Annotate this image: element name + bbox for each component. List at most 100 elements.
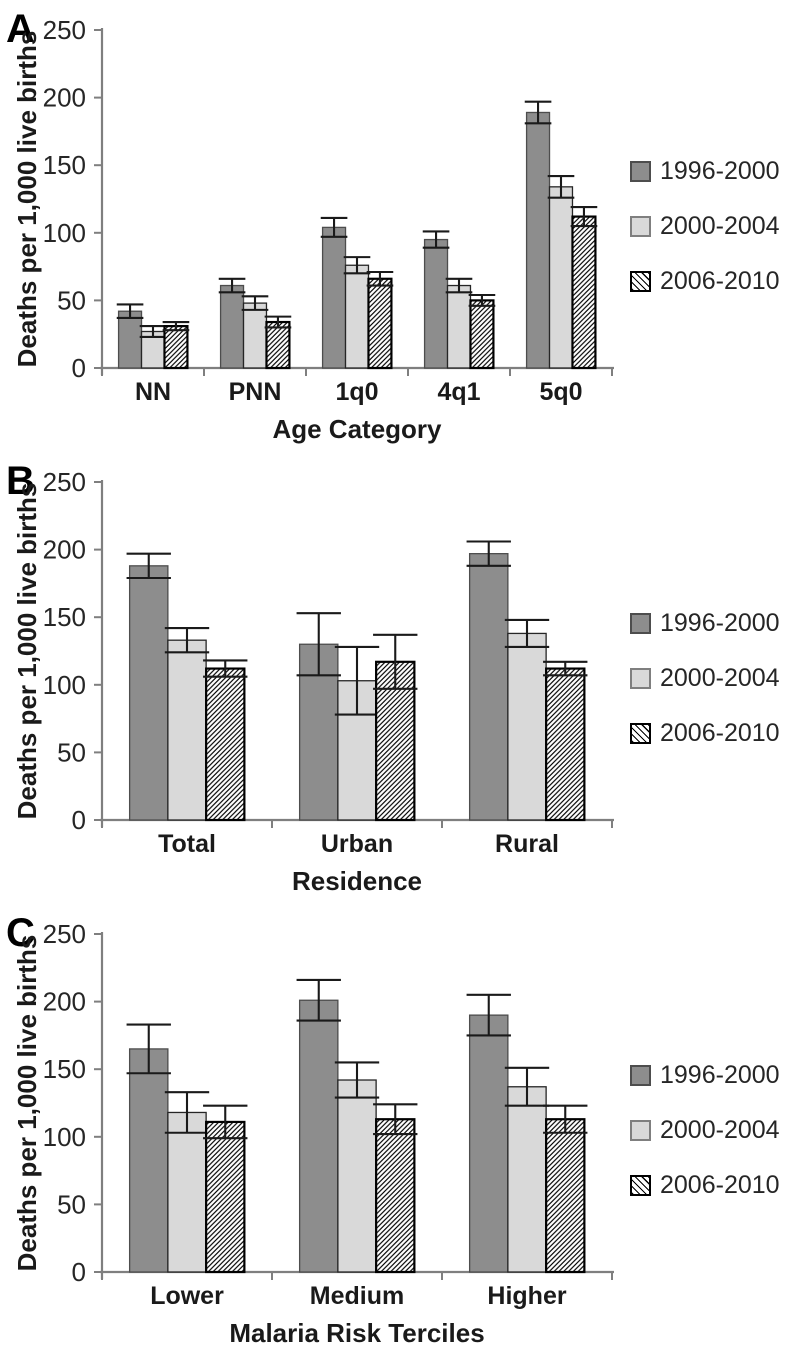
legend-swatch-2000-2004 (630, 215, 651, 237)
error-bar-2000-2004-Rural (504, 618, 550, 648)
error-bar-2006-2010-Lower (203, 1104, 248, 1140)
legend-label-2000-2004: 2000-2004 (660, 663, 780, 692)
bar-2000-2004-PNN (242, 302, 268, 369)
category-label-urban: Urban (321, 830, 393, 858)
legend-label-2006-2010: 2006-2010 (660, 718, 780, 747)
legend-swatch-1996-2000 (630, 612, 651, 634)
error-bar-2000-2004-Higher (504, 1066, 550, 1107)
legend-swatch-2006-2010 (630, 1174, 651, 1196)
y-tick-label-250: 250 (43, 919, 86, 949)
y-tick-label-250: 250 (43, 467, 86, 497)
error-bar-2000-2004-1q0 (343, 256, 371, 275)
legend-item: 2006-2010 (630, 1171, 787, 1200)
bar-2000-2004-Lower (167, 1111, 207, 1273)
error-bar-2006-2010-NN (162, 320, 190, 332)
bar-2006-2010-1q0 (367, 277, 393, 370)
legend-swatch-2000-2004 (630, 667, 651, 689)
y-tick-label-0: 0 (72, 805, 86, 835)
error-bar-1996-2000-1q0 (320, 216, 348, 238)
legend-swatch-1996-2000 (630, 1064, 651, 1086)
category-label-nn: NN (135, 378, 171, 406)
error-bar-2000-2004-Medium (334, 1061, 380, 1099)
error-bar-1996-2000-Lower (126, 1023, 171, 1075)
error-bar-1996-2000-Higher (466, 993, 511, 1037)
error-bar-1996-2000-PNN (218, 277, 246, 294)
error-bar-2000-2004-PNN (241, 295, 269, 311)
legend-label-1996-2000: 1996-2000 (660, 1060, 780, 1089)
panel-letter-c: C (6, 911, 35, 955)
error-bar-1996-2000-4q1 (422, 230, 450, 249)
legend-label-2006-2010: 2006-2010 (660, 266, 780, 295)
error-bar-2006-2010-4q1 (468, 293, 496, 307)
y-axis-title: Deaths per 1,000 live births (12, 31, 42, 368)
y-tick-label-0: 0 (72, 353, 86, 383)
category-label-higher: Higher (487, 1282, 566, 1310)
legend-label-2000-2004: 2000-2004 (660, 1115, 780, 1144)
bar-1996-2000-Rural (468, 553, 509, 821)
error-bar-2006-2010-Medium (373, 1103, 418, 1136)
error-bar-1996-2000-5q0 (524, 100, 552, 125)
legend-item: 2000-2004 (630, 664, 787, 693)
y-tick-label-150: 150 (43, 150, 86, 180)
bar-2000-2004-Higher (507, 1086, 547, 1273)
legend-item: 2000-2004 (630, 1116, 787, 1145)
legend-item: 2006-2010 (630, 719, 787, 748)
legend-swatch-1996-2000 (630, 160, 651, 182)
bar-2006-2010-NN (163, 324, 189, 370)
bar-1996-2000-Higher (468, 1014, 509, 1273)
category-label-pnn: PNN (229, 378, 282, 406)
legend-swatch-2000-2004 (630, 1119, 651, 1141)
error-bar-2006-2010-Total (203, 659, 248, 678)
y-tick-label-150: 150 (43, 1054, 86, 1084)
category-label-4q1: 4q1 (437, 378, 480, 406)
y-tick-label-100: 100 (43, 670, 86, 700)
y-tick-label-200: 200 (43, 987, 86, 1017)
legend-swatch-2006-2010 (630, 270, 651, 292)
legend-b: 1996-2000 2000-2004 2006-2010 (630, 452, 789, 904)
bar-1996-2000-PNN (219, 284, 245, 369)
legend-label-1996-2000: 1996-2000 (660, 156, 780, 185)
y-tick-label-100: 100 (43, 218, 86, 248)
error-bar-2006-2010-Urban (373, 633, 418, 690)
y-tick-label-50: 50 (57, 737, 86, 767)
error-bar-1996-2000-Rural (466, 540, 511, 567)
error-bar-2000-2004-Urban (334, 645, 380, 716)
panel-a: A Deaths per 1,000 live births 0 50 100 150 20… (0, 0, 789, 452)
bar-2000-2004-4q1 (446, 284, 472, 369)
panel-letter-b: B (6, 459, 35, 503)
error-bar-2006-2010-1q0 (366, 270, 394, 287)
error-bar-2000-2004-NN (139, 325, 167, 338)
bar-2000-2004-Rural (507, 632, 547, 821)
legend-item: 1996-2000 (630, 1061, 787, 1090)
bar-2006-2010-4q1 (469, 299, 495, 370)
panel-letter-a: A (6, 7, 35, 51)
legend-swatch-2006-2010 (630, 722, 651, 744)
x-axis-title: Malaria Risk Terciles (229, 1318, 484, 1348)
bar-2000-2004-Total (167, 639, 207, 821)
y-tick-label-250: 250 (43, 15, 86, 45)
error-bar-1996-2000-Medium (296, 978, 341, 1022)
legend-label-2006-2010: 2006-2010 (660, 1170, 780, 1199)
bar-2006-2010-Higher (545, 1118, 586, 1274)
bar-1996-2000-Total (128, 565, 169, 821)
error-bar-2006-2010-Higher (543, 1104, 588, 1134)
category-label-5q0: 5q0 (539, 378, 582, 406)
error-bar-1996-2000-Urban (296, 612, 341, 677)
bar-2006-2010-Rural (545, 667, 586, 822)
error-bar-1996-2000-NN (116, 303, 144, 320)
bar-2000-2004-Medium (337, 1079, 377, 1273)
category-label-total: Total (158, 830, 216, 858)
legend-label-2000-2004: 2000-2004 (660, 211, 780, 240)
y-tick-label-200: 200 (43, 535, 86, 565)
legend-item: 2006-2010 (630, 267, 787, 296)
error-bar-2006-2010-Rural (543, 660, 588, 677)
bar-1996-2000-1q0 (321, 226, 347, 369)
error-bar-2006-2010-5q0 (570, 206, 598, 228)
category-label-lower: Lower (150, 1282, 224, 1310)
bar-2006-2010-Lower (205, 1120, 246, 1274)
error-bar-1996-2000-Total (126, 552, 171, 580)
y-tick-label-50: 50 (57, 1189, 86, 1219)
bar-2006-2010-Total (205, 667, 246, 822)
